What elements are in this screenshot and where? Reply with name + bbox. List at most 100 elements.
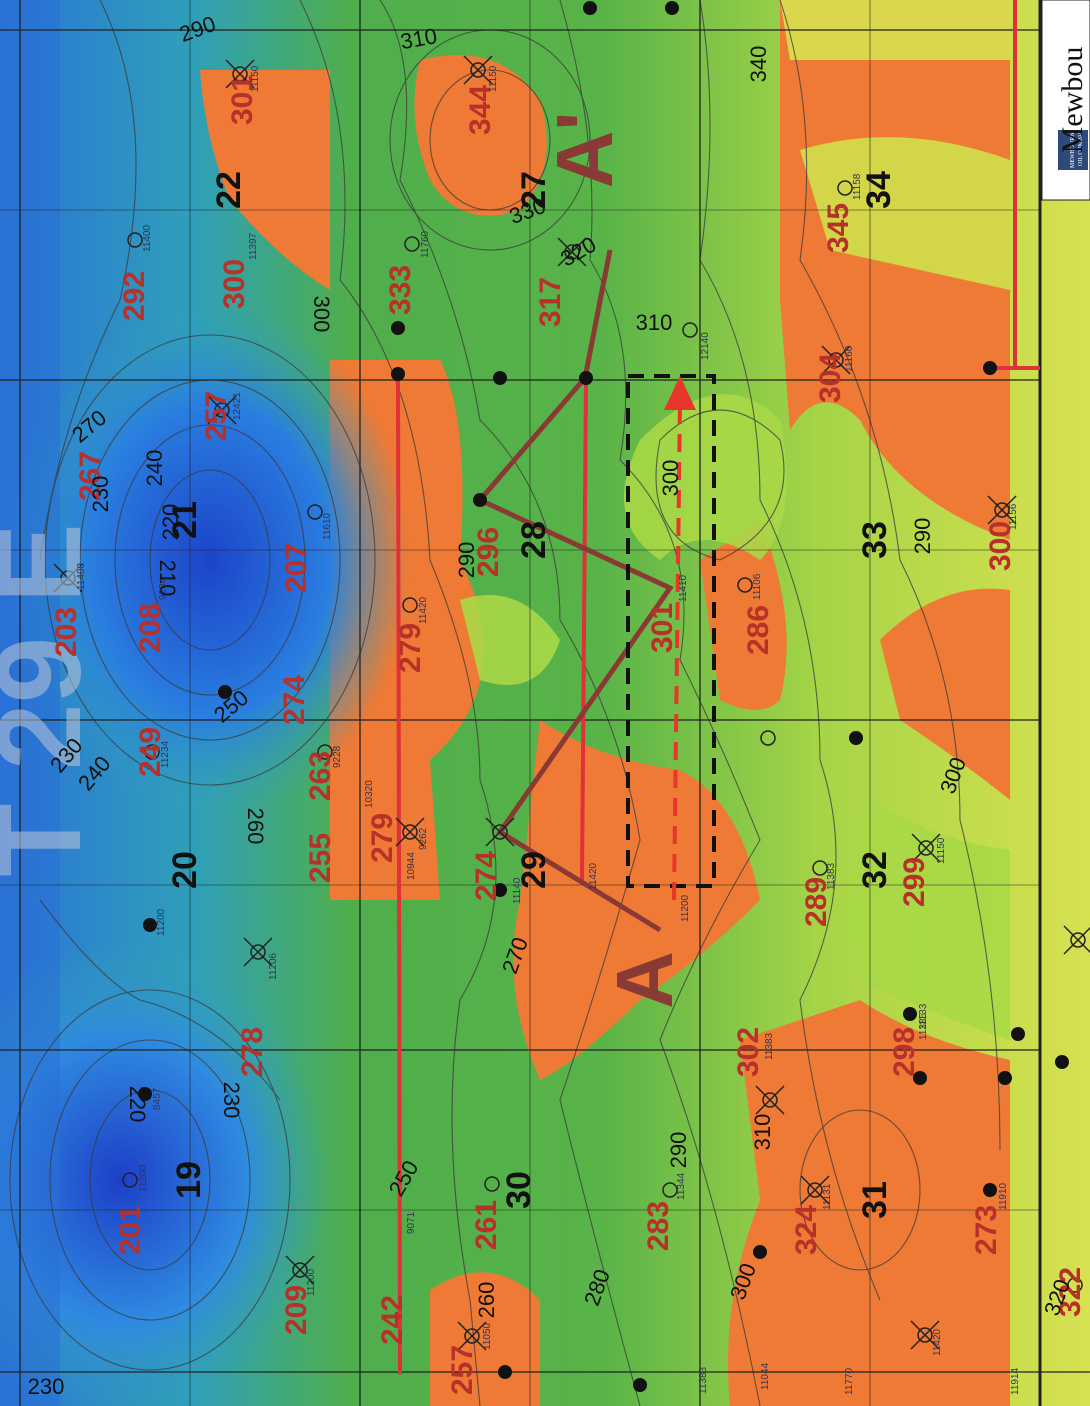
dry-hole-symbol bbox=[755, 1085, 785, 1115]
well-producer bbox=[998, 1071, 1012, 1085]
contour-label: 310 bbox=[636, 310, 673, 335]
dry-hole-symbol bbox=[285, 1255, 315, 1285]
posted-value: 257 bbox=[446, 1345, 479, 1395]
well-id: 11383 bbox=[826, 862, 837, 890]
planned-lateral-arrow-head bbox=[664, 376, 696, 410]
well-id: 9071 bbox=[406, 1211, 417, 1234]
dry-hole-symbol bbox=[910, 1320, 940, 1350]
section-number: 30 bbox=[500, 1171, 538, 1209]
well-producer bbox=[983, 1183, 997, 1197]
posted-value: 279 bbox=[394, 623, 427, 673]
dry-hole-symbol bbox=[243, 937, 273, 967]
contour-label: 220 bbox=[125, 1086, 150, 1123]
well-location bbox=[662, 1182, 678, 1198]
contour-label: 290 bbox=[910, 518, 935, 555]
posted-value: 261 bbox=[470, 1200, 503, 1250]
well-location bbox=[317, 744, 333, 760]
posted-value: 301 bbox=[646, 603, 679, 653]
well-id: 11234 bbox=[160, 740, 171, 768]
well-id: 11420 bbox=[418, 596, 429, 624]
section-number: 27 bbox=[515, 171, 553, 209]
well-producer bbox=[391, 367, 405, 381]
well-id: 11914 bbox=[1010, 1367, 1021, 1395]
well-id: 11158 bbox=[852, 173, 863, 200]
contour-label: 290 bbox=[454, 542, 479, 579]
well-id: 11150 bbox=[488, 65, 499, 92]
posted-value: 296 bbox=[472, 527, 505, 577]
contour-label: 340 bbox=[746, 46, 771, 83]
well-location bbox=[760, 730, 776, 746]
posted-value: 203 bbox=[50, 607, 83, 657]
posted-value: 300 bbox=[218, 259, 251, 309]
posted-value: 317 bbox=[534, 277, 567, 327]
well-id: 11200 bbox=[138, 1164, 149, 1192]
well-location bbox=[127, 232, 143, 248]
section-number: 29 bbox=[515, 851, 553, 889]
company-logo-block: MEWBOURNE OIL COMPANY Mewbou bbox=[1041, 0, 1090, 201]
posted-value: 207 bbox=[280, 543, 313, 593]
posted-value: 255 bbox=[304, 833, 337, 883]
well-id: 11383 bbox=[698, 1366, 709, 1394]
dry-hole-symbol bbox=[987, 495, 1017, 525]
company-name: Mewbou bbox=[1056, 47, 1089, 154]
well-id: 9262 bbox=[418, 827, 429, 850]
well-producer bbox=[498, 1365, 512, 1379]
well-id: 11200 bbox=[306, 1268, 317, 1296]
posted-value: 257 bbox=[200, 391, 233, 441]
dry-hole-symbol bbox=[463, 55, 493, 85]
structural-low-north bbox=[10, 300, 410, 820]
posted-value: 201 bbox=[114, 1205, 147, 1255]
posted-value: 274 bbox=[470, 851, 503, 901]
posted-value: 322 bbox=[1054, 1267, 1087, 1317]
posted-value: 344 bbox=[464, 85, 497, 135]
well-producer bbox=[633, 1378, 647, 1392]
well-producer bbox=[1055, 1055, 1069, 1069]
well-id: 11385 bbox=[918, 1012, 929, 1040]
well-id: 11760 bbox=[420, 230, 431, 258]
contour-label: 260 bbox=[243, 808, 268, 845]
well-id: 10944 bbox=[406, 852, 417, 880]
section-number: 20 bbox=[166, 851, 204, 889]
well-location bbox=[122, 1172, 138, 1188]
section-number: 28 bbox=[515, 521, 553, 559]
well-producer bbox=[143, 918, 157, 932]
posted-value: 286 bbox=[742, 605, 775, 655]
posted-value: 292 bbox=[118, 271, 151, 321]
well-id: 11106 bbox=[752, 573, 763, 600]
well-id: 8457 bbox=[152, 1087, 163, 1110]
structural-low-south bbox=[0, 940, 330, 1406]
dry-hole-symbol bbox=[911, 833, 941, 863]
township-label: T 29 E bbox=[0, 523, 106, 877]
well-id: 11397 bbox=[248, 232, 259, 260]
well-id: 11344 bbox=[676, 1172, 687, 1200]
posted-value: 249 bbox=[134, 727, 167, 777]
contour-label: 290 bbox=[666, 1132, 691, 1169]
well-id: 11408 bbox=[76, 562, 87, 590]
well-id: 11206 bbox=[268, 952, 279, 980]
well-id: 11150 bbox=[936, 837, 947, 864]
posted-value: 301 bbox=[226, 75, 259, 125]
posted-value: 283 bbox=[642, 1201, 675, 1251]
posted-value: 208 bbox=[134, 603, 167, 653]
posted-value: 289 bbox=[800, 877, 833, 927]
well-producer bbox=[849, 731, 863, 745]
section-number: 32 bbox=[856, 851, 894, 889]
company-logo-mark bbox=[1058, 130, 1088, 170]
well-id: 11140 bbox=[512, 877, 523, 904]
contour-label: 230 bbox=[28, 1374, 65, 1399]
well-location bbox=[682, 322, 698, 338]
posted-value: 274 bbox=[278, 675, 311, 725]
posted-value: 299 bbox=[898, 857, 931, 907]
dry-hole-symbol bbox=[457, 1321, 487, 1351]
well-location bbox=[404, 236, 420, 252]
dry-hole-symbol bbox=[395, 817, 425, 847]
well-id: 11131 bbox=[822, 1183, 833, 1210]
contour-label: 230 bbox=[88, 476, 113, 513]
well-producer bbox=[493, 371, 507, 385]
well-producer bbox=[138, 1087, 152, 1101]
lateral-well-paths bbox=[396, 0, 1040, 1375]
well-id: 11420 bbox=[588, 862, 599, 890]
dry-hole-symbol bbox=[53, 563, 83, 593]
